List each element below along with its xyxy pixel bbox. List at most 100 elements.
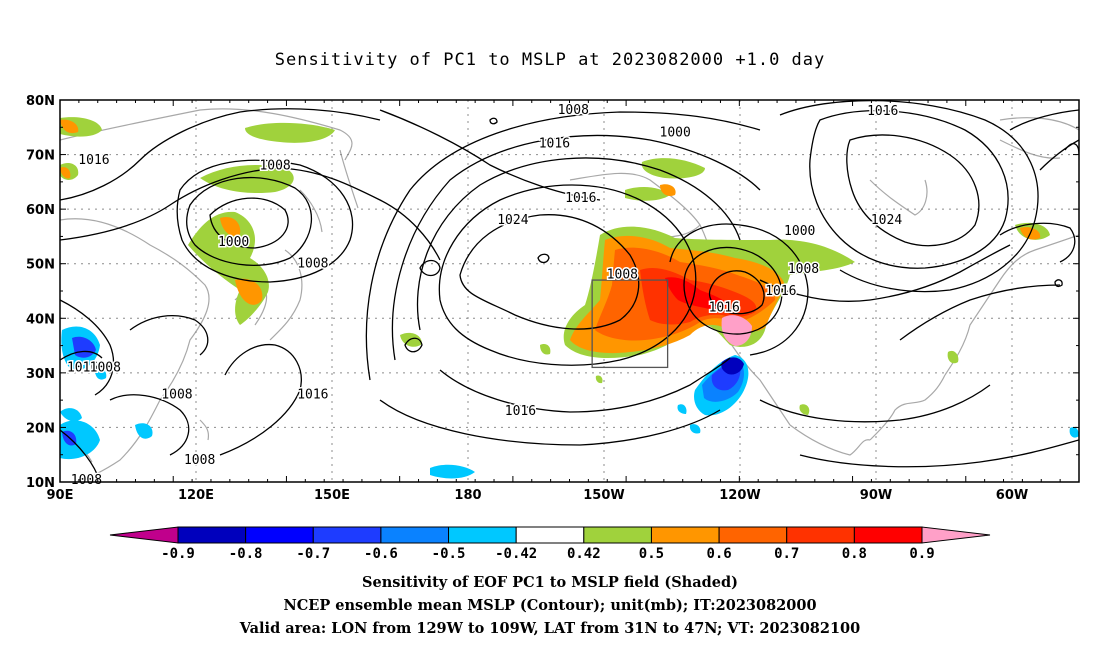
colorbar-swatch [109,526,179,544]
colorbar-label: -0.9 [161,546,195,562]
contour-high-2 [438,184,697,366]
contour-label: 1016 [297,388,328,403]
contour-subtropical-1 [439,357,731,413]
contour-west-pacific-2 [60,350,103,361]
contour-atlantic-1 [1009,109,1079,131]
colorbar-label: 0.5 [639,546,664,562]
contour-subtropical-2 [379,399,721,446]
contour-mid-pacific-1 [379,109,601,201]
contour-label: 1008 [259,158,290,173]
valid-area-box [591,279,669,369]
lat-label-10n: 10N [26,476,55,491]
contour-canada-low-2 [809,110,1009,269]
colorbar-label: -0.42 [495,546,537,562]
colorbar-swatch [718,526,788,544]
contour-label: 1008 [90,360,121,375]
contour-na-low-3 [669,223,809,356]
contour-small-2 [404,337,423,353]
shade-green-siberia [60,117,335,194]
contour-atlantic-2 [1039,139,1079,171]
contour-na-low-2 [683,246,783,335]
contour-label: 1008 [607,268,638,283]
contour-na-south-2 [799,439,1079,468]
contour-label: 1016 [539,137,570,152]
sensitivity-shading [60,117,1079,479]
colorbar-swatch [177,526,247,544]
latitude-labels: 80N 70N 60N 50N 40N 30N 20N 10N [26,94,55,491]
lat-label-70n: 70N [26,149,55,164]
contour-na-low-1 [708,270,765,315]
colorbar-label: -0.5 [432,546,466,562]
contour-west-pacific-4 [60,429,101,482]
contour-label: 1016 [505,404,536,419]
colorbar-swatch [650,526,720,544]
colorbar-label: 0.6 [706,546,731,562]
contour-label: 1024 [497,213,528,228]
contour-small-3 [537,253,550,264]
lon-label-150w: 150W [583,488,624,503]
contour-label: 1016 [565,191,596,206]
shade-green-gulf-alaska [625,158,705,201]
contour-label: 1000 [660,126,691,141]
caption-line-1: Sensitivity of EOF PC1 to MSLP field (Sh… [362,574,738,591]
contour-label: 1008 [297,257,328,272]
contour-na-1016 [759,244,1011,302]
colorbar-swatch [312,526,382,544]
axis-ticks [59,99,1080,483]
lat-label-80n: 80N [26,94,55,109]
contour-labels: 1016 100810001008101610161008100810081008… [65,102,903,490]
contour-canada-low-3 [779,100,1039,293]
lon-label-120w: 120W [719,488,760,503]
lon-label-150e: 150E [314,488,350,503]
contour-high-5 [365,111,761,381]
contour-label: 1008 [788,262,819,277]
contour-siberia-low-3 [176,159,354,283]
contour-high-4 [391,134,761,361]
lat-label-30n: 30N [26,367,55,382]
coast-hudson-bay [869,179,928,216]
colorbar-label: -0.8 [229,546,263,562]
contour-na-south-1 [759,384,991,423]
longitude-labels: 90E 120E 150E 180 150W 120W 90W 60W [47,488,1029,503]
colorbar-swatch [380,526,450,544]
colorbar-swatch [921,526,991,544]
colorbar-label: 0.9 [909,546,934,562]
colorbar-swatch [515,526,585,544]
colorbar-swatch [583,526,652,544]
contour-label: 1016 [709,300,740,315]
colorbar-label: 0.42 [567,546,601,562]
contour-na-east-1 [899,284,1061,341]
contour-west-pacific-3 [109,394,190,456]
shade-pink-pacific-ne [721,315,752,346]
colorbar: -0.9 -0.8 -0.7 -0.6 -0.5 -0.42 0.42 0.5 0.6 0.7 0.… [109,526,991,562]
contour-label: 1000 [218,235,249,250]
colorbar-label: -0.7 [296,546,330,562]
coast-na-east [944,234,1079,376]
coast-gulf-mexico [869,374,946,441]
lon-label-60w: 60W [996,488,1028,503]
coast-greenland [999,117,1079,159]
lon-label-120e: 120E [178,488,214,503]
contour-label: 1008 [71,473,102,488]
contour-siberia-low-2 [186,176,312,266]
contour-high-3 [416,157,741,331]
colorbar-swatch [245,526,314,544]
contour-canada-low-1 [846,134,980,247]
contour-label: 1016 [67,360,98,375]
lat-label-20n: 20N [26,421,55,436]
colorbar-swatch [853,526,923,544]
contour-label: 1016 [867,104,898,119]
mslp-contours [60,100,1079,482]
caption-line-3: Valid area: LON from 129W to 109W, LAT f… [239,620,861,637]
caption-line-2: NCEP ensemble mean MSLP (Contour); unit(… [283,597,817,614]
contour-label: 1016 [765,284,796,299]
lat-label-40n: 40N [26,312,55,327]
lat-label-60n: 60N [26,203,55,218]
contour-small-4 [489,117,498,125]
lon-label-180: 180 [454,488,481,503]
contour-west-pacific-1 [60,299,115,396]
contour-label: 1008 [558,103,589,118]
coast-east-asia [60,218,210,482]
contour-label: 1016 [78,153,109,168]
